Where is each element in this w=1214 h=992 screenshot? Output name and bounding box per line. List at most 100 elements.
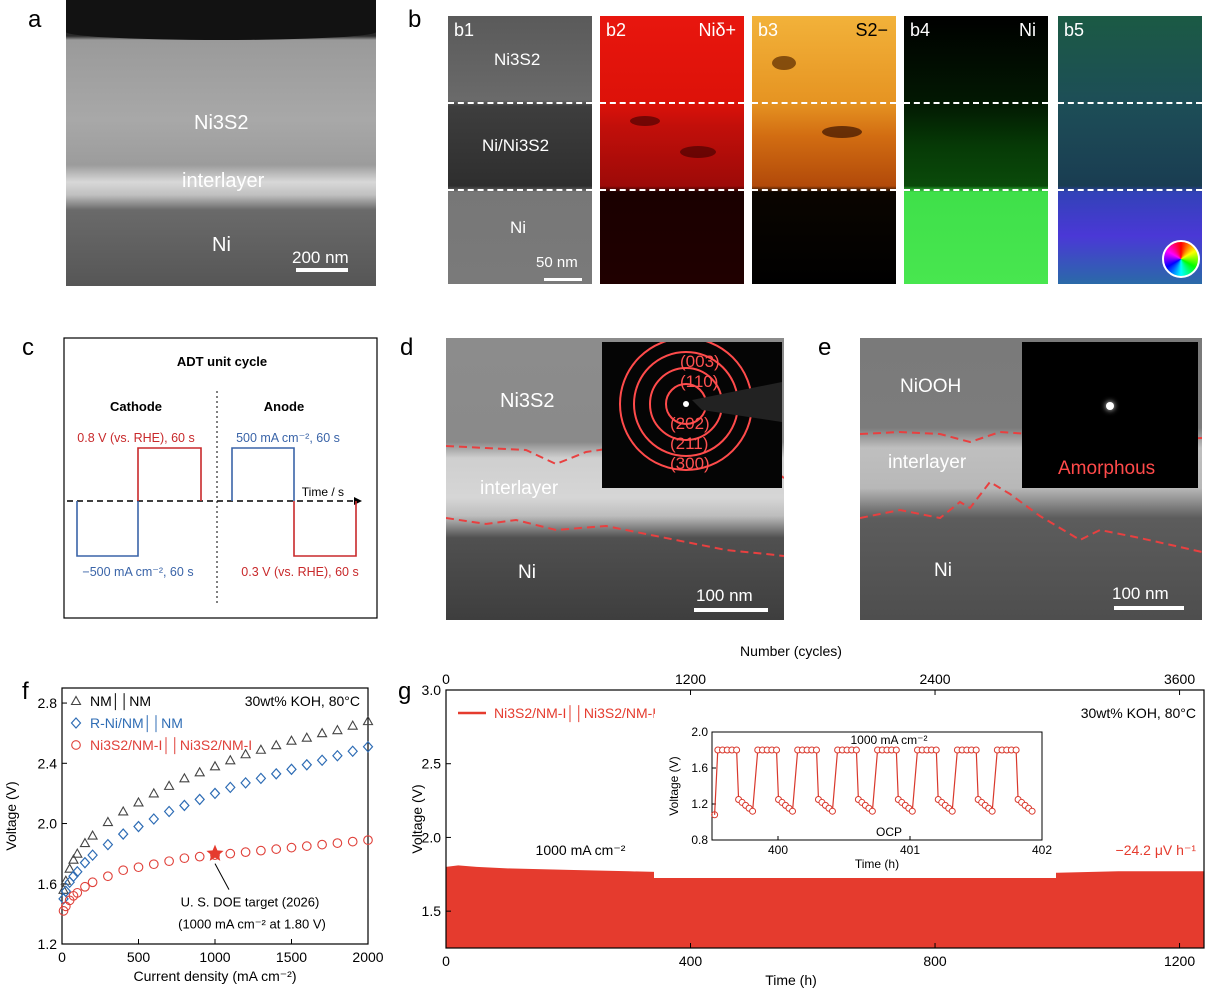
data-point (332, 838, 343, 848)
y-tick-label: 2.5 (422, 756, 442, 772)
data-point (71, 848, 83, 858)
data-point (256, 845, 266, 856)
data-point (68, 870, 79, 883)
data-point (163, 805, 175, 818)
element-label: Niδ+ (698, 20, 736, 40)
anode-high-label: 500 mA cm⁻², 60 s (236, 431, 340, 445)
data-point (362, 740, 374, 753)
doe-target-star (206, 844, 224, 861)
chart-g-stability: 0 400 800 1200 0 1200 2400 3600 Number (cycles) 1… (409, 643, 1205, 988)
data-point (102, 838, 114, 851)
scalebar (296, 268, 348, 272)
data-point (301, 758, 313, 771)
data-point (87, 829, 99, 840)
y-axis-label: Voltage (V) (3, 781, 19, 850)
x-axis-label: Current density (mA cm⁻²) (134, 968, 297, 984)
inset-point (908, 807, 916, 815)
data-point (332, 749, 343, 762)
y-axis-label: Voltage (V) (409, 784, 425, 853)
target-sublabel: (1000 mA cm⁻² at 1.80 V) (178, 917, 326, 932)
data-point (209, 787, 221, 800)
inset-y-tick-label: 0.8 (691, 833, 708, 847)
data-point (224, 781, 236, 794)
inset-ocp-label: OCP (876, 825, 902, 839)
inset-x-tick-label: 401 (900, 843, 920, 857)
data-point (317, 839, 327, 850)
y-tick-label: 2.0 (38, 816, 58, 832)
b1-layer-ni: Ni (510, 218, 527, 237)
data-point (270, 739, 282, 750)
adt-title: ADT unit cycle (177, 354, 267, 369)
layer-label-interlayer: interlayer (888, 452, 967, 473)
data-point (117, 805, 129, 816)
inset-title: 1000 mA cm⁻² (850, 733, 927, 747)
data-point (255, 772, 267, 785)
data-point (194, 793, 206, 806)
target-label: U. S. DOE target (2026) (181, 895, 320, 910)
stability-area (446, 865, 1204, 948)
inset-y-tick-label: 1.6 (691, 761, 708, 775)
data-point (64, 863, 76, 873)
data-point (117, 828, 129, 840)
time-axis-label: Time / s (302, 485, 344, 499)
x-tick-label: 2000 (352, 949, 383, 965)
scalebar-label: 200 nm (292, 248, 349, 267)
legend-label: Ni3S2/NM-I││Ni3S2/NM-I (494, 705, 656, 723)
amorphous-label: Amorphous (1058, 458, 1156, 479)
x-tick-label: 400 (679, 953, 703, 969)
legend-marker (71, 740, 81, 750)
panel-label-a: a (28, 6, 42, 33)
adt-cycle-diagram: ADT unit cycle Cathode Anode Time / s 0.… (63, 337, 378, 619)
chart-f-polarization: 0 500 1000 1500 2000 1.2 1.6 2.0 2.4 2.8 Current d… (3, 687, 384, 984)
data-point (225, 848, 236, 859)
layer-label-interlayer: interlayer (182, 170, 265, 192)
data-point (164, 856, 174, 867)
data-point (240, 748, 252, 759)
data-point (133, 820, 144, 833)
panel-label-c: c (22, 334, 34, 361)
data-point (79, 837, 91, 848)
data-point (103, 871, 113, 882)
color-wheel-icon (1162, 240, 1200, 278)
data-point (179, 799, 190, 812)
y-tick-label: 2.4 (38, 755, 58, 771)
legend-marker (70, 695, 82, 706)
data-point (270, 767, 282, 780)
diffraction-labels: (003) (110) (202) (211) (300) (670, 352, 720, 473)
inset-x-tick-label: 402 (1032, 843, 1052, 857)
data-point (58, 906, 69, 916)
data-point (316, 727, 328, 738)
layer-label-niooh: NiOOH (900, 376, 962, 397)
layer-label-ni3s2: Ni3S2 (194, 112, 249, 134)
condition-label: 30wt% KOH, 80°C (1081, 705, 1196, 721)
layer-label-ni3s2: Ni3S2 (500, 390, 555, 412)
tile-label: b4 (910, 20, 931, 40)
plot-frame (445, 689, 1205, 949)
data-point (118, 865, 129, 876)
inset-point (812, 746, 820, 754)
data-point (60, 885, 72, 898)
tile-label: b5 (1064, 20, 1085, 40)
inset-point (789, 807, 797, 815)
inset-point (988, 807, 996, 815)
data-point (194, 851, 205, 862)
y-tick-label: 2.0 (422, 829, 442, 845)
inset-point (828, 807, 836, 815)
cathode-low-label: −500 mA cm⁻², 60 s (82, 565, 193, 579)
data-point (133, 862, 144, 873)
x-tick-label: 1500 (276, 949, 307, 965)
scalebar (1114, 606, 1184, 610)
data-point (87, 849, 98, 862)
panel-label-d: d (400, 334, 414, 361)
legend-label: R-Ni/NM││NM (90, 715, 183, 733)
inset-point (948, 807, 956, 815)
data-point (347, 836, 358, 847)
data-point (301, 732, 313, 742)
data-point (331, 724, 343, 735)
data-point (163, 780, 175, 790)
data-point (79, 856, 91, 869)
data-point (255, 744, 267, 754)
layer-label-ni: Ni (934, 560, 952, 581)
cathode-current-step (76, 501, 139, 557)
layer-label-interlayer: interlayer (480, 478, 559, 499)
